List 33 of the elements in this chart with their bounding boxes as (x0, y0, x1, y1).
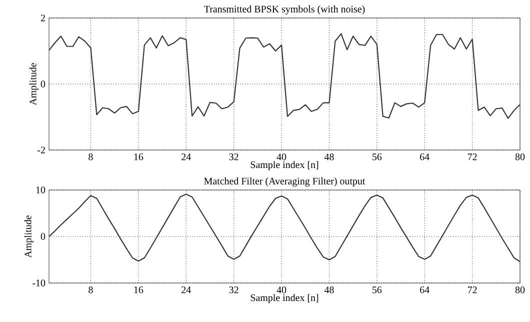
x-tick-label: 56 (372, 154, 382, 160)
x-tick-label: 72 (468, 154, 477, 160)
x-tick-label: 80 (515, 286, 525, 294)
chart-title: Transmitted BPSK symbols (with noise) (204, 5, 365, 15)
x-tick-label: 32 (229, 154, 238, 160)
x-tick-label: 64 (420, 154, 430, 160)
x-tick-label: 64 (420, 286, 430, 294)
x-tick-label: 16 (134, 154, 144, 160)
y-axis-title: Amplitude (29, 63, 38, 106)
y-tick-label: 2 (40, 14, 45, 22)
x-tick-label: 16 (134, 286, 144, 294)
y-axis-title: Amplitude (24, 216, 34, 258)
x-tick-label: 80 (515, 154, 525, 160)
x-tick-label: 40 (276, 154, 286, 160)
x-tick-label: 8 (88, 154, 93, 160)
x-tick-label: 8 (88, 286, 93, 294)
y-tick-label: -2 (38, 146, 45, 154)
x-tick-label: 32 (229, 286, 238, 294)
line-series (49, 33, 520, 119)
y-tick-label: -10 (32, 280, 46, 286)
chart-title: Matched Filter (Averaging Filter) output (204, 177, 366, 187)
x-tick-label: 24 (182, 286, 191, 294)
x-tick-label: 72 (468, 286, 477, 294)
x-tick-label: 48 (324, 154, 334, 160)
y-tick-label: 0 (40, 80, 46, 88)
y-tick-label: 0 (40, 233, 46, 240)
x-axis-title: Sample index [n] (250, 161, 318, 170)
x-tick-label: 40 (276, 286, 286, 294)
x-tick-label: 24 (182, 154, 191, 160)
x-axis-title: Sample index [n] (250, 294, 318, 304)
x-tick-label: 56 (372, 286, 382, 294)
y-tick-label: 10 (36, 186, 46, 194)
x-tick-label: 48 (324, 286, 334, 294)
